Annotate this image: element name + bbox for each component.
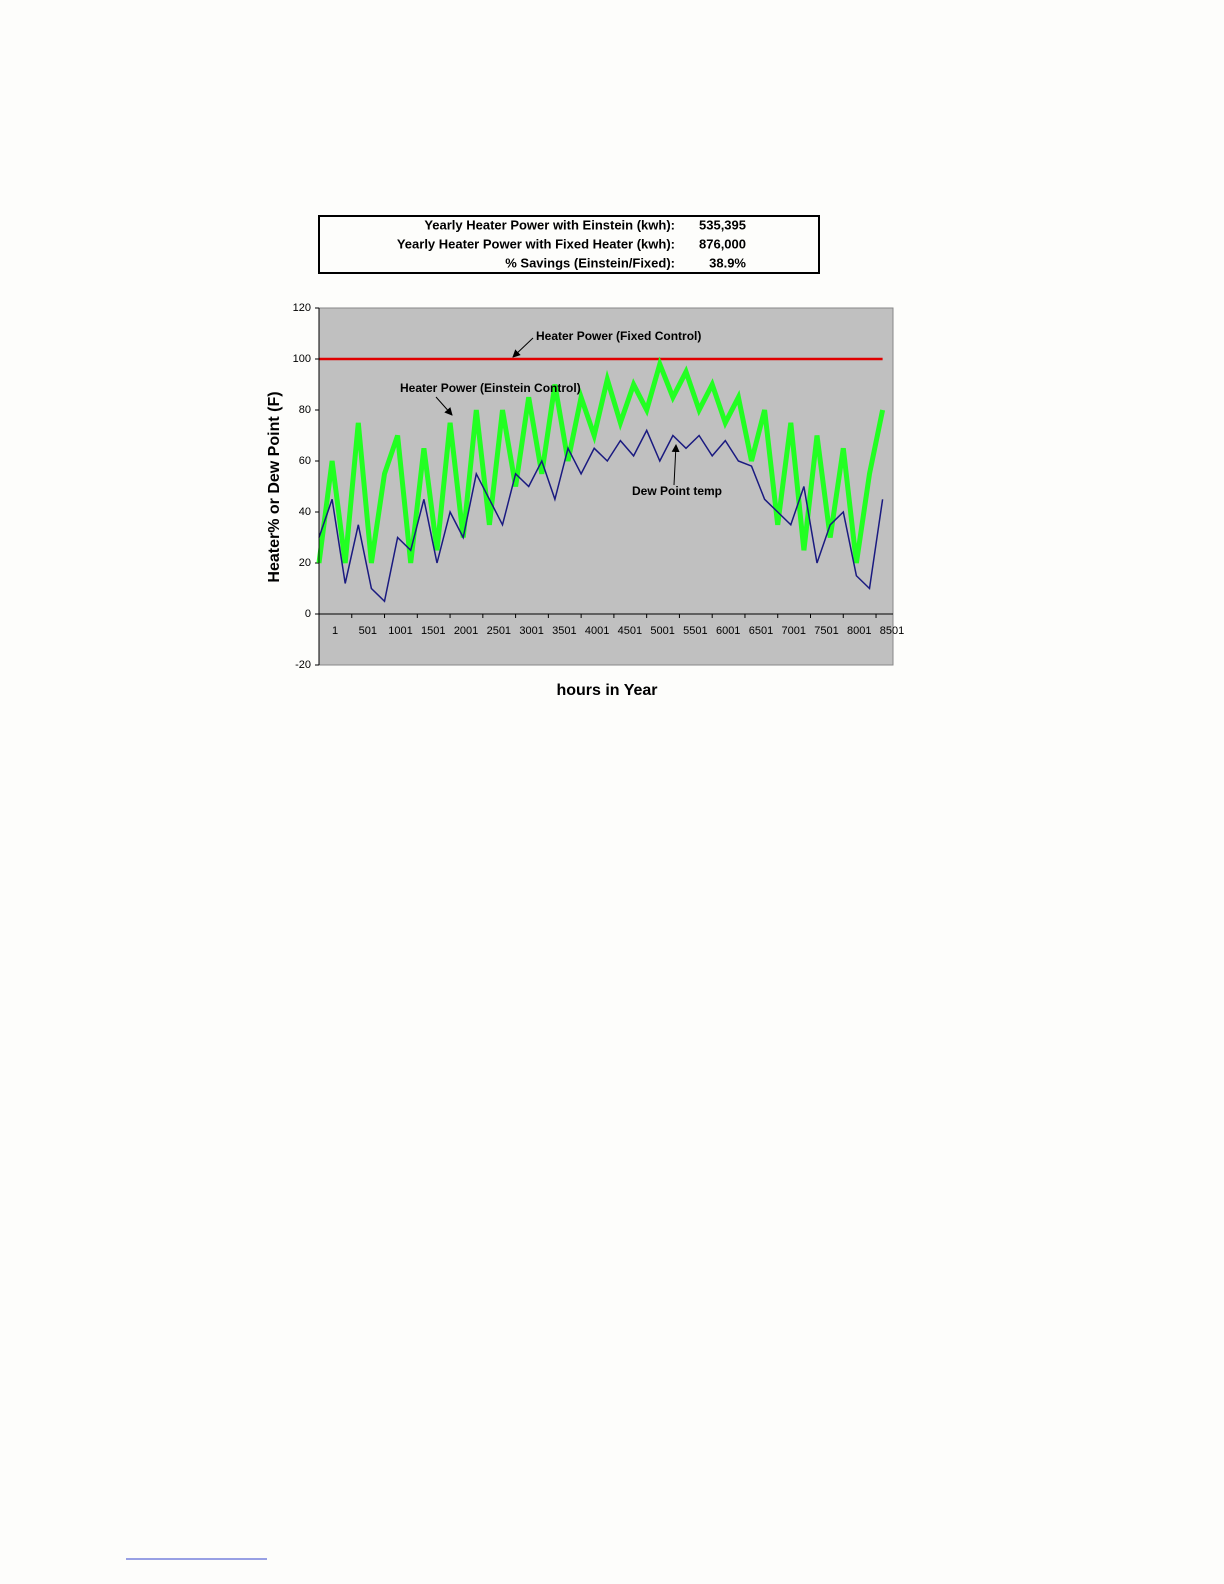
- row-value: 38.9%: [709, 255, 746, 270]
- summary-table: Yearly Heater Power with Einstein (kwh):…: [397, 217, 747, 270]
- row-value: 535,395: [699, 217, 746, 232]
- x-tick-label: 6001: [716, 625, 740, 637]
- x-tick-label: 1001: [388, 625, 412, 637]
- x-tick-label: 3001: [519, 625, 543, 637]
- x-tick-label: 8501: [880, 625, 904, 637]
- x-tick-label: 501: [359, 625, 377, 637]
- y-axis-label: Heater% or Dew Point (F): [266, 391, 283, 582]
- annotation: Heater Power (Einstein Control): [400, 381, 581, 395]
- x-tick-label: 6501: [749, 625, 773, 637]
- annotation: Heater Power (Fixed Control): [536, 329, 701, 343]
- series-line: [318, 428, 884, 603]
- x-tick-label: 2501: [487, 625, 511, 637]
- x-tick-label: 1501: [421, 625, 445, 637]
- x-tick-label: 5001: [650, 625, 674, 637]
- x-tick-label: 4001: [585, 625, 609, 637]
- y-tick-label: 120: [293, 302, 311, 314]
- y-tick-label: 40: [299, 506, 311, 518]
- summary-box: [318, 215, 820, 274]
- y-tick-label: 0: [305, 608, 311, 620]
- x-tick-label: 2001: [454, 625, 478, 637]
- x-tick-label: 5501: [683, 625, 707, 637]
- x-tick-label: 8001: [847, 625, 871, 637]
- y-tick-label: 80: [299, 404, 311, 416]
- row-label: Yearly Heater Power with Einstein (kwh):: [424, 217, 675, 232]
- arrow: [435, 396, 453, 416]
- row-label: % Savings (Einstein/Fixed):: [505, 255, 675, 270]
- annotation: Dew Point temp: [632, 484, 722, 498]
- y-tick-label: 100: [293, 353, 311, 365]
- y-tick-label: 60: [299, 455, 311, 467]
- x-tick-label: 1: [332, 625, 338, 637]
- x-axis-label: hours in Year: [556, 682, 657, 699]
- arrow: [512, 337, 534, 358]
- y-tick-label: -20: [295, 659, 311, 671]
- x-tick-label: 3501: [552, 625, 576, 637]
- row-label: Yearly Heater Power with Fixed Heater (k…: [397, 236, 675, 251]
- arrow: [671, 444, 680, 486]
- x-tick-label: 7001: [781, 625, 805, 637]
- x-tick-label: 4501: [618, 625, 642, 637]
- x-tick-label: 7501: [814, 625, 838, 637]
- row-value: 876,000: [699, 236, 746, 251]
- y-tick-label: 20: [299, 557, 311, 569]
